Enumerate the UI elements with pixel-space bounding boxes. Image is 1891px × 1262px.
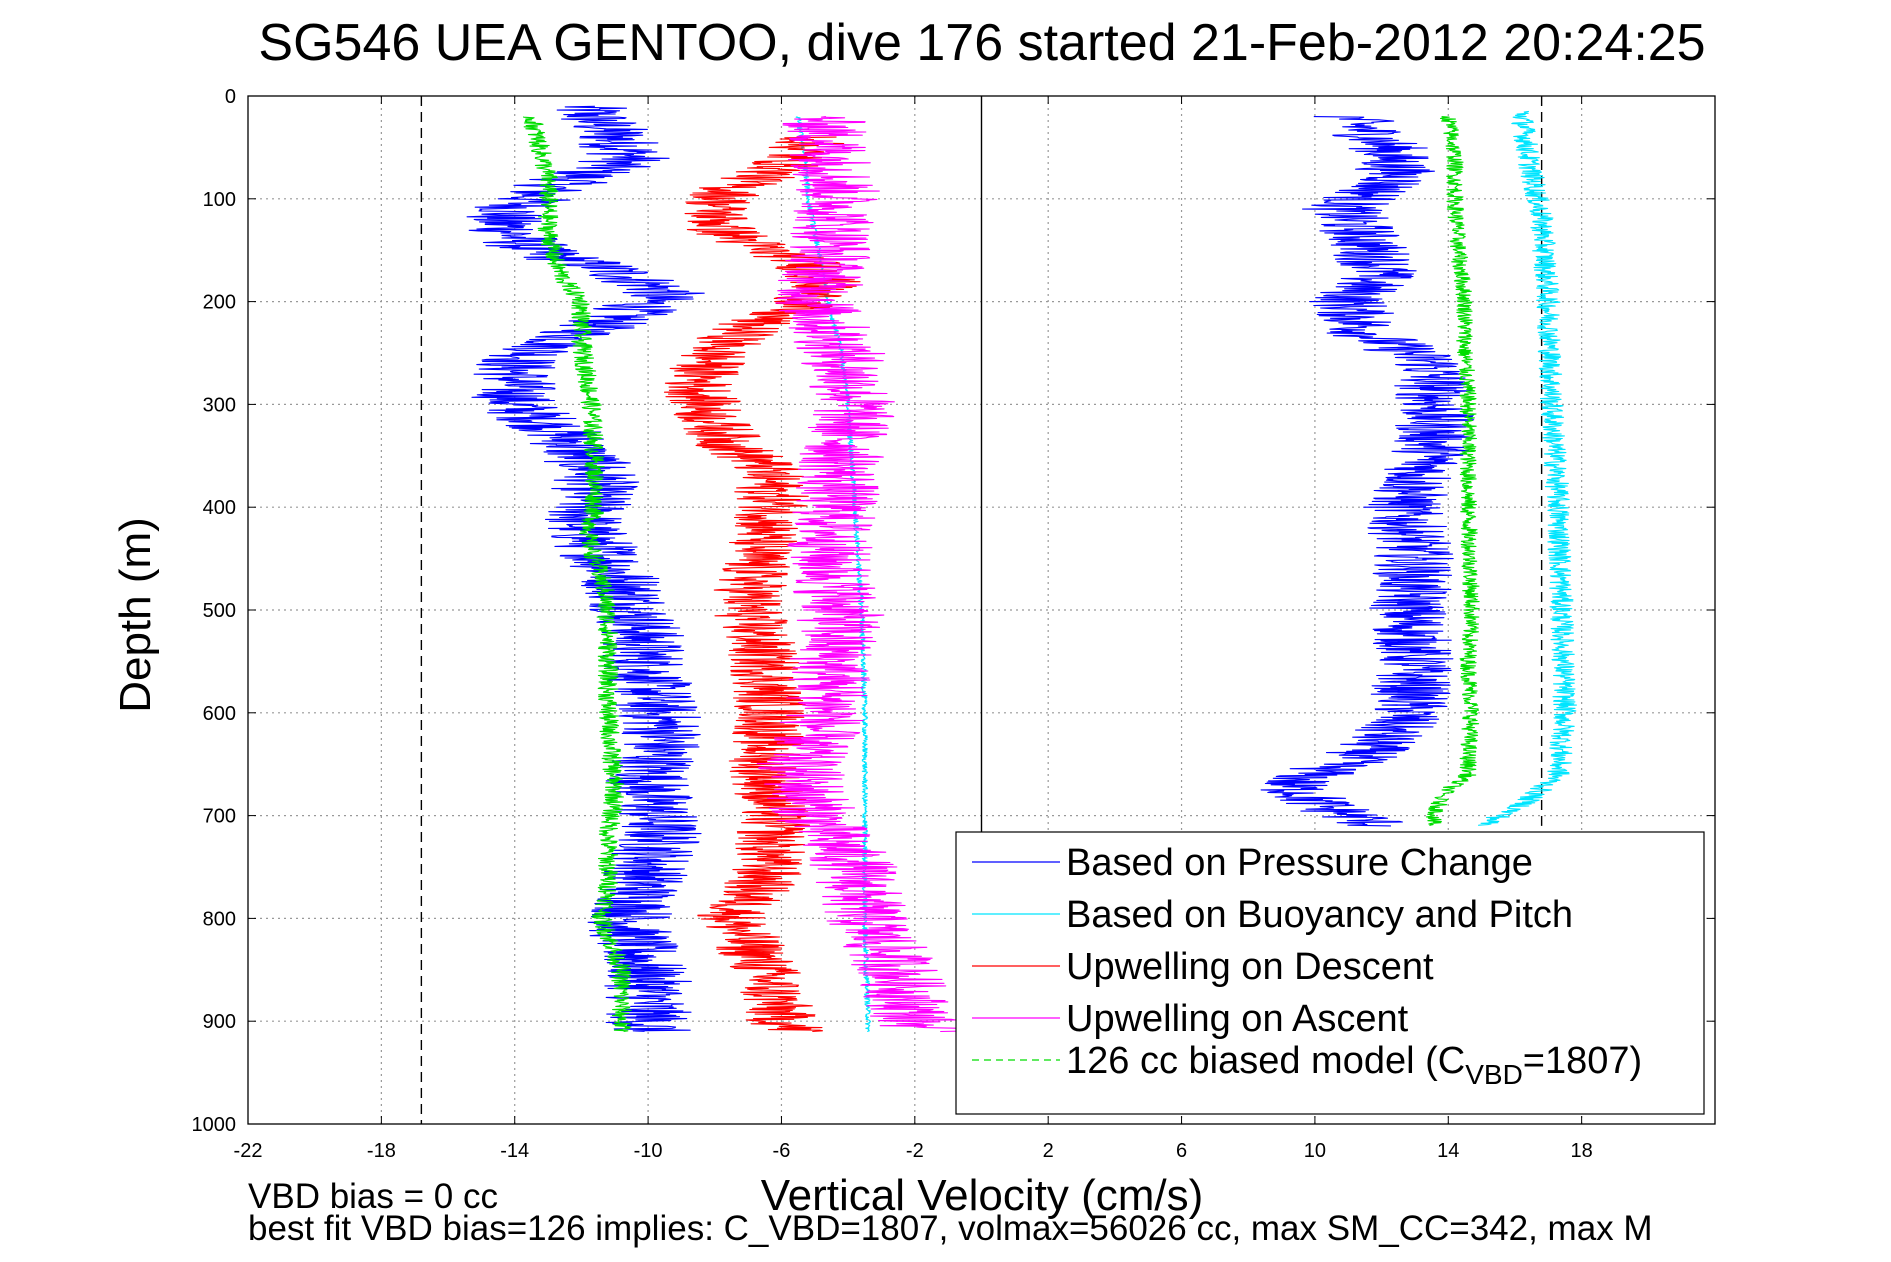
legend-label: Based on Pressure Change [1066,842,1533,884]
y-tick-label: 600 [203,703,236,725]
legend-item: Based on Pressure Change [972,842,1533,884]
series-line [1478,110,1577,827]
x-tick-label: 18 [1571,1140,1593,1162]
legend-label: Based on Buoyancy and Pitch [1066,894,1573,936]
legend-label: 126 cc biased model (CVBD=1807) [1066,1040,1642,1090]
y-tick-label: 700 [203,806,236,828]
vbd-bias-note: VBD bias = 0 cc [248,1177,498,1216]
x-tick-label: -14 [500,1140,529,1162]
x-tick-labels: -22 -18 -14 -10 -6 -2 2 6 10 14 18 [234,1140,1593,1162]
y-tick-label: 800 [203,908,236,930]
x-axis-label: Vertical Velocity (cm/s) [761,1171,1204,1220]
chart-title: SG546 UEA GENTOO, dive 176 started 21-Fe… [258,14,1705,72]
x-tick-label: 6 [1176,1140,1187,1162]
series-based-on-buoyancy-and-pitch [795,110,1577,1033]
y-tick-label: 300 [203,394,236,416]
series-layer [466,105,1577,1033]
series-line [756,116,975,1033]
x-tick-label: 2 [1043,1140,1054,1162]
y-tick-label: 900 [203,1011,236,1033]
axes-frame [247,95,1716,1125]
legend-item: Upwelling on Ascent [972,998,1409,1040]
legend-box [955,831,1705,1115]
legend-label: Upwelling on Ascent [1066,998,1409,1040]
series-line [663,136,861,1033]
legend-item: Based on Buoyancy and Pitch [972,894,1573,936]
plot-frame [247,95,1716,1125]
y-tick-label: 100 [203,189,236,211]
y-axis-label: Depth (m) [111,517,160,713]
x-tick-label: -10 [634,1140,663,1162]
best-fit-note: best fit VBD bias=126 implies: C_VBD=180… [248,1209,1653,1248]
series-line [795,116,872,1033]
x-tick-label: -18 [367,1140,396,1162]
x-tick-label: 14 [1437,1140,1459,1162]
series-line [1425,116,1480,827]
legend-label: Upwelling on Descent [1066,946,1434,988]
series-upwelling-on-descent [663,136,861,1033]
legend-item: 126 cc biased model (CVBD=1807) [972,1040,1642,1090]
x-tick-label: -6 [773,1140,791,1162]
x-tick-label: -22 [234,1140,263,1162]
y-tick-label: 200 [203,292,236,314]
series-126-cc-biased-model-c-vbd-1807 [522,116,1480,1033]
y-tick-label: 0 [225,86,236,108]
y-tick-label: 1000 [192,1114,237,1136]
chart-legend: Based on Pressure Change Based on Buoyanc… [955,831,1705,1115]
x-tick-label: 10 [1304,1140,1326,1162]
y-tick-label: 400 [203,497,236,519]
series-line [1260,116,1475,827]
y-tick-label: 500 [203,600,236,622]
x-tick-label: -2 [906,1140,924,1162]
y-tick-labels: 0 100 200 300 400 500 600 700 800 900 1000 [192,86,237,1136]
series-upwelling-on-ascent [756,116,975,1033]
legend-item: Upwelling on Descent [972,946,1434,988]
series-line [522,116,632,1033]
